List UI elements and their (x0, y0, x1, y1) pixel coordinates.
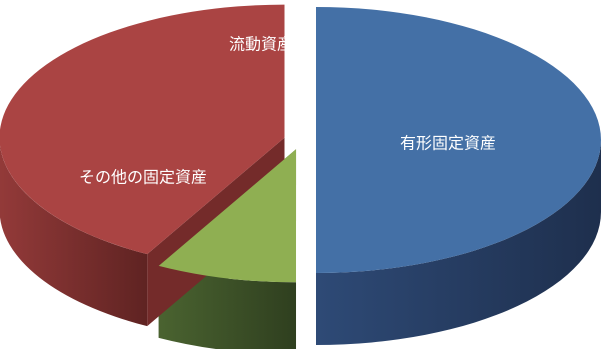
slice-other-fixed-assets-label: その他の固定資産 (79, 168, 207, 187)
slice-tangible-fixed-assets-wall (316, 140, 601, 345)
slice-tangible-fixed-assets-label: 有形固定資産 (400, 134, 496, 153)
slice-tangible-fixed-assets-side (316, 140, 601, 345)
slice-current-assets (158, 149, 297, 283)
slice-current-assets-label: 流動資産 (229, 35, 293, 54)
slice-tangible-fixed-assets (316, 7, 601, 273)
slice-other-fixed-assets (0, 4, 285, 255)
slice-other-fixed-assets-wall (0, 145, 148, 327)
